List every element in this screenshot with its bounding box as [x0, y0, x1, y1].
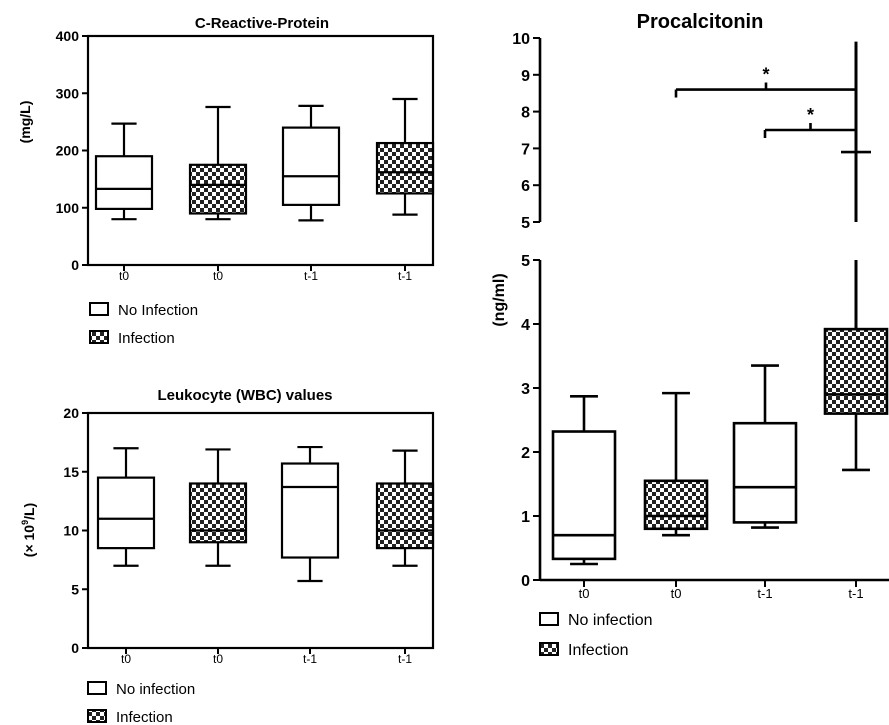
wbc-legend-swatch-1 [87, 681, 107, 695]
pct-box-3-box [732, 421, 798, 524]
pct-y-tick-label-lower: 0 [521, 573, 530, 590]
crp-legend-label-2: Infection [118, 330, 175, 347]
crp-y-axis-label: (mg/L) [17, 101, 33, 144]
significance-star-2: * [807, 105, 814, 125]
pct-x-tick-label: t-1 [757, 586, 772, 601]
crp-y-tick-label: 200 [56, 143, 80, 159]
wbc-box-2-box [188, 482, 248, 544]
crp-x-tick-label: t0 [119, 269, 129, 283]
pct-x-tick-label: t0 [579, 586, 590, 601]
crp-y-tick-label: 300 [56, 85, 80, 101]
crp-panel: C-Reactive-Protein (mg/L) 0 100 200 300 400 t… [17, 15, 435, 347]
wbc-x-tick-label: t0 [213, 652, 223, 666]
pct-box-1-box [551, 430, 617, 561]
wbc-y-tick-label: 15 [63, 464, 79, 480]
pct-y-tick-label-upper: 7 [521, 141, 530, 158]
crp-box-3-box [281, 126, 341, 206]
wbc-box-1-box [96, 476, 156, 550]
pct-legend-label-1: No infection [568, 612, 653, 629]
crp-legend-label-1: No Infection [118, 302, 198, 319]
wbc-y-tick-label: 20 [63, 405, 79, 421]
pct-y-tick-label-lower: 4 [521, 317, 530, 334]
wbc-legend-swatch-2 [87, 709, 107, 723]
pct-x-tick-label: t-1 [848, 586, 863, 601]
pct-y-tick-label-lower: 3 [521, 381, 530, 398]
wbc-y-tick-label: 0 [71, 640, 79, 656]
wbc-x-tick-label: t0 [121, 652, 131, 666]
crp-title: C-Reactive-Protein [195, 15, 329, 32]
wbc-y-tick-label: 10 [63, 523, 79, 539]
wbc-x-tick-label: t-1 [398, 652, 412, 666]
pct-y-tick-label-lower: 2 [521, 445, 530, 462]
wbc-legend-label-2: Infection [116, 709, 173, 725]
crp-x-tick-label: t-1 [398, 269, 412, 283]
pct-y-tick-label-upper: 6 [521, 178, 530, 195]
wbc-box-3-box [280, 462, 340, 559]
pct-box-4-box [823, 327, 889, 415]
pct-y-tick-label-upper: 9 [521, 68, 530, 85]
pct-y-tick-label-lower: 1 [521, 509, 530, 526]
wbc-y-axis-label: (× 109/L) [20, 503, 37, 557]
significance-star-1: * [762, 65, 769, 85]
wbc-x-tick-label: t-1 [303, 652, 317, 666]
crp-x-tick-label: t0 [213, 269, 223, 283]
crp-box-2-box [188, 163, 248, 215]
crp-x-tick-label: t-1 [304, 269, 318, 283]
wbc-title: Leukocyte (WBC) values [157, 387, 332, 404]
wbc-y-tick-label: 5 [71, 581, 79, 597]
wbc-y-axis-label-tail: /L) [21, 503, 37, 520]
pct-title: Procalcitonin [637, 11, 764, 33]
crp-y-tick-label: 0 [71, 257, 79, 273]
crp-legend-swatch-2 [89, 330, 109, 344]
crp-box-4-box [375, 141, 435, 195]
pct-panel: Procalcitonin (ng/ml) 0 1 2 3 4 5 5 6 7 8 9 10 t0 t0 t… [491, 11, 889, 659]
wbc-panel: Leukocyte (WBC) values (× 109/L) 0 5 10 15 2… [20, 387, 435, 725]
wbc-y-axis-label-main: (× 10 [21, 525, 37, 558]
wbc-box-4-box [375, 482, 435, 550]
pct-y-tick-label-upper: 10 [512, 31, 530, 48]
crp-box-1-box [94, 155, 154, 210]
pct-y-tick-label-upper: 5 [521, 215, 530, 232]
pct-y-tick-label-upper: 8 [521, 105, 530, 122]
pct-legend-label-2: Infection [568, 642, 628, 659]
wbc-legend-label-1: No infection [116, 681, 195, 698]
pct-y-tick-label-lower: 5 [521, 253, 530, 270]
pct-legend-swatch-2 [539, 642, 559, 656]
pct-y-axis-label: (ng/ml) [491, 273, 508, 326]
crp-legend-swatch-1 [89, 302, 109, 316]
pct-box-2-box [643, 479, 709, 531]
wbc-y-axis-label-sup: 9 [20, 520, 30, 525]
crp-y-tick-label: 100 [56, 200, 80, 216]
pct-legend-swatch-1 [539, 612, 559, 626]
crp-y-tick-label: 400 [56, 28, 80, 44]
pct-x-tick-label: t0 [671, 586, 682, 601]
